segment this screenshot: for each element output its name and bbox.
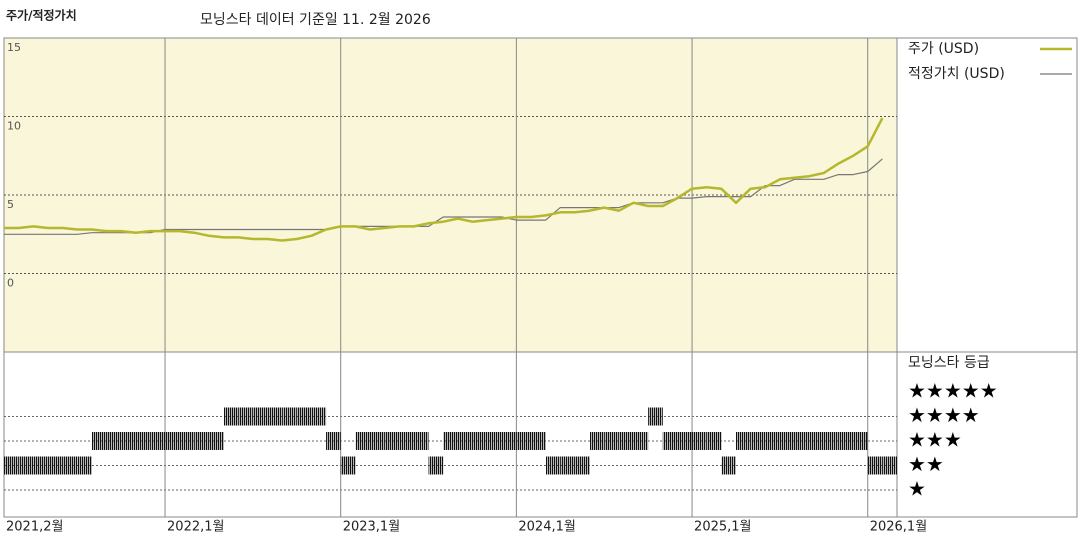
rating-bar <box>91 432 107 450</box>
rating-bar <box>662 432 678 450</box>
rating-bar <box>882 456 897 475</box>
rating-bar <box>106 432 122 450</box>
rating-bar <box>340 456 356 475</box>
rating-title: 모닝스타 등급 <box>908 355 990 371</box>
rating-bar <box>443 432 458 450</box>
y-tick-label: 0 <box>7 277 14 290</box>
series-line <box>4 117 884 242</box>
y-tick-label: 5 <box>7 198 14 211</box>
rating-bar <box>706 432 722 450</box>
rating-bar <box>194 432 209 450</box>
x-tick-label: 2026,1월 <box>870 520 927 535</box>
rating-level-label: ★★★★★ <box>908 379 998 403</box>
rating-bar <box>326 432 341 450</box>
x-tick-label: 2022,1월 <box>167 520 224 535</box>
rating-bar <box>560 456 575 475</box>
rating-bar <box>604 432 619 450</box>
rating-bar <box>238 407 253 426</box>
rating-bar <box>853 432 868 450</box>
rating-bar <box>487 432 502 450</box>
rating-bar <box>282 407 297 426</box>
rating-bar <box>457 432 473 450</box>
rating-bar <box>472 432 488 450</box>
rating-bar <box>384 432 400 450</box>
rating-bar <box>399 432 414 450</box>
rating-bar <box>135 432 151 450</box>
rating-bar <box>150 432 166 450</box>
rating-bar <box>794 432 810 450</box>
series-line <box>4 158 883 235</box>
rating-bar <box>413 432 429 450</box>
rating-bar <box>369 432 385 450</box>
rating-level-label: ★★★★ <box>908 403 980 427</box>
rating-bar <box>648 407 663 426</box>
rating-bar <box>516 432 532 450</box>
rating-bar <box>589 432 605 450</box>
legend-label: 적정가치 (USD) <box>908 66 1005 82</box>
rating-bar <box>296 407 312 426</box>
legend-label: 주가 (USD) <box>908 41 979 57</box>
rating-bar <box>4 456 19 475</box>
rating-bar <box>355 432 370 450</box>
rating-bar <box>223 407 239 426</box>
rating-bar <box>62 456 78 475</box>
rating-bar <box>823 432 839 450</box>
y-tick-label: 10 <box>7 120 21 133</box>
rating-bar <box>208 432 224 450</box>
rating-bar <box>677 432 693 450</box>
rating-bar <box>574 456 590 475</box>
rating-bar <box>531 432 546 450</box>
rating-bar <box>428 456 444 475</box>
rating-bar <box>501 432 517 450</box>
rating-bar <box>252 407 268 426</box>
rating-level-label: ★★ <box>908 452 944 476</box>
rating-bar <box>18 456 34 475</box>
rating-bar <box>633 432 649 450</box>
rating-bar <box>779 432 795 450</box>
rating-bar <box>121 432 136 450</box>
chart-subtitle: 모닝스타 데이터 기준일 11. 2월 2026 <box>200 12 431 28</box>
rating-bar <box>692 432 707 450</box>
x-tick-label: 2023,1월 <box>343 520 400 535</box>
rating-bar <box>809 432 824 450</box>
rating-bar <box>618 432 634 450</box>
rating-bar <box>867 456 883 475</box>
chart-title: 주가/적정가치 <box>6 8 77 23</box>
rating-bar <box>311 407 327 426</box>
rating-bar <box>838 432 854 450</box>
frame <box>3 37 1078 518</box>
rating-level-label: ★ <box>908 477 926 501</box>
x-tick-label: 2024,1월 <box>518 520 575 535</box>
rating-bar <box>165 432 180 450</box>
x-tick-label: 2025,1월 <box>694 520 751 535</box>
rating-bar <box>735 432 751 450</box>
rating-level-label: ★★★ <box>908 428 962 452</box>
rating-bar <box>33 456 48 475</box>
rating-bar <box>750 432 766 450</box>
x-tick-label: 2021,2월 <box>6 520 63 535</box>
rating-bar <box>545 456 561 475</box>
rating-bar <box>179 432 195 450</box>
rating-bar <box>267 407 283 426</box>
y-tick-label: 15 <box>7 41 21 54</box>
rating-bar <box>77 456 92 475</box>
rating-bar <box>721 456 736 475</box>
rating-bar <box>765 432 780 450</box>
rating-bar <box>47 456 63 475</box>
